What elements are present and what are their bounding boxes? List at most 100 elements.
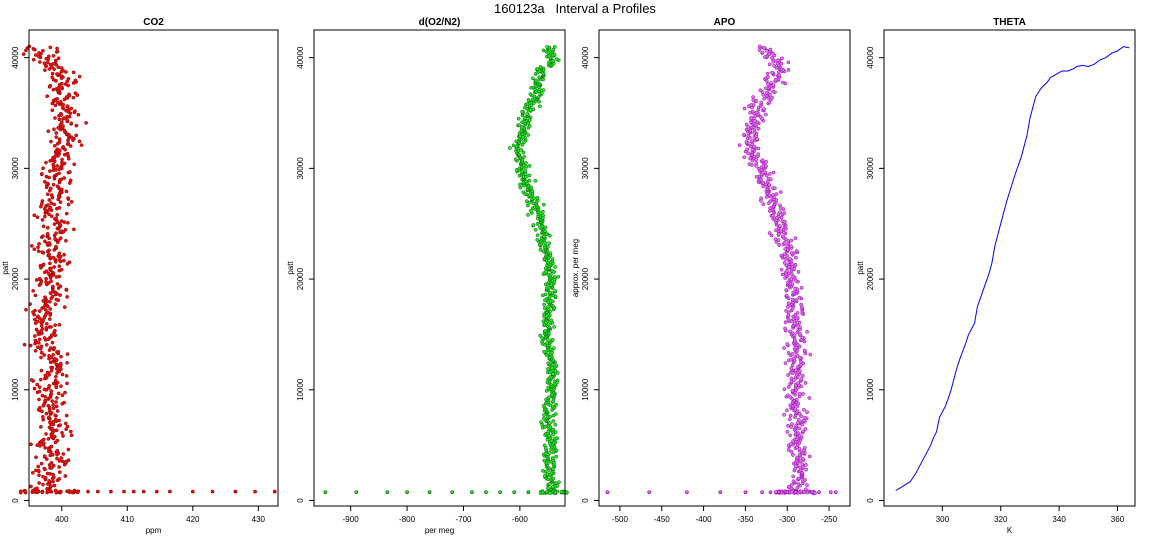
data-point [56, 391, 61, 396]
data-point [541, 48, 546, 53]
data-point [513, 157, 518, 162]
x-axis-label: ppm [146, 526, 162, 535]
data-point [779, 253, 784, 258]
data-point [49, 193, 54, 197]
x-axis-label: per meg [425, 526, 454, 535]
data-point [786, 385, 791, 389]
data-point [73, 109, 77, 114]
data-point [61, 452, 66, 456]
data-point [63, 390, 67, 395]
data-point [538, 65, 543, 69]
data-point [51, 53, 56, 58]
data-point [784, 309, 788, 313]
outlier-point [253, 489, 257, 494]
data-point [801, 392, 805, 396]
panel-title: d(O2/N2) [419, 17, 461, 28]
data-point [553, 289, 558, 293]
data-point [47, 212, 51, 217]
outlier-point [777, 490, 781, 495]
data-point [67, 114, 72, 119]
y-tick-label: 30000 [11, 157, 20, 180]
data-point [33, 293, 38, 298]
data-point [550, 337, 555, 342]
data-point [65, 151, 70, 156]
data-point [797, 391, 802, 396]
y-tick-label: 40000 [11, 46, 20, 69]
data-point [543, 329, 548, 333]
data-point [764, 164, 768, 168]
data-point [53, 323, 58, 327]
data-point [771, 83, 776, 87]
data-point [49, 214, 54, 219]
data-point [549, 439, 554, 443]
data-point [40, 199, 45, 203]
data-point [789, 244, 793, 249]
data-point [748, 156, 753, 161]
data-point [521, 190, 526, 195]
data-point [781, 234, 785, 239]
data-point [763, 170, 768, 175]
data-point [541, 209, 545, 214]
data-point [54, 244, 58, 249]
data-point [559, 490, 564, 494]
data-point [790, 422, 794, 426]
plot-area [18, 44, 277, 495]
data-point [51, 463, 56, 468]
data-point [30, 470, 35, 475]
data-point [46, 310, 50, 315]
data-point [737, 143, 742, 148]
data-point [37, 241, 41, 246]
data-point [796, 431, 801, 436]
data-point [544, 269, 549, 274]
data-point [46, 54, 51, 59]
data-point [549, 318, 554, 323]
x-tick-label: 430 [252, 515, 266, 524]
outlier-point [685, 490, 689, 495]
data-point [53, 103, 58, 108]
data-point [554, 412, 558, 416]
data-point [524, 199, 529, 204]
data-point [34, 468, 38, 473]
data-point [37, 389, 42, 394]
data-point [523, 105, 527, 110]
data-point [66, 196, 70, 200]
data-point [44, 56, 49, 61]
data-point [49, 279, 53, 284]
data-point [61, 144, 66, 149]
data-point [57, 470, 62, 474]
data-point [533, 227, 538, 232]
data-point [37, 473, 41, 478]
y-tick-label: 30000 [296, 157, 305, 180]
data-point [59, 219, 64, 223]
data-point [40, 218, 45, 222]
x-tick-label: -450 [654, 515, 671, 524]
data-point [62, 128, 67, 133]
data-point [546, 367, 550, 371]
outlier-point [647, 490, 652, 495]
data-point [60, 430, 64, 435]
data-point [71, 95, 76, 100]
data-point [35, 443, 40, 448]
data-point [36, 464, 41, 469]
data-point [795, 311, 800, 315]
data-point [551, 47, 556, 52]
data-point [802, 446, 807, 450]
data-point [548, 414, 552, 419]
outlier-point [210, 489, 215, 494]
outlier-point [191, 489, 195, 494]
data-point [69, 490, 74, 494]
data-point [769, 233, 774, 238]
data-point [58, 361, 63, 366]
data-point [48, 307, 53, 311]
data-point [796, 381, 800, 386]
data-point [55, 456, 59, 461]
y-tick-label: 20000 [11, 267, 20, 290]
data-point [522, 154, 526, 159]
data-point [34, 455, 38, 460]
data-point [805, 490, 810, 495]
data-point [39, 461, 44, 466]
y-tick-label: 10000 [581, 378, 590, 401]
data-point [762, 107, 766, 111]
data-point [791, 479, 796, 484]
data-point [786, 393, 790, 398]
